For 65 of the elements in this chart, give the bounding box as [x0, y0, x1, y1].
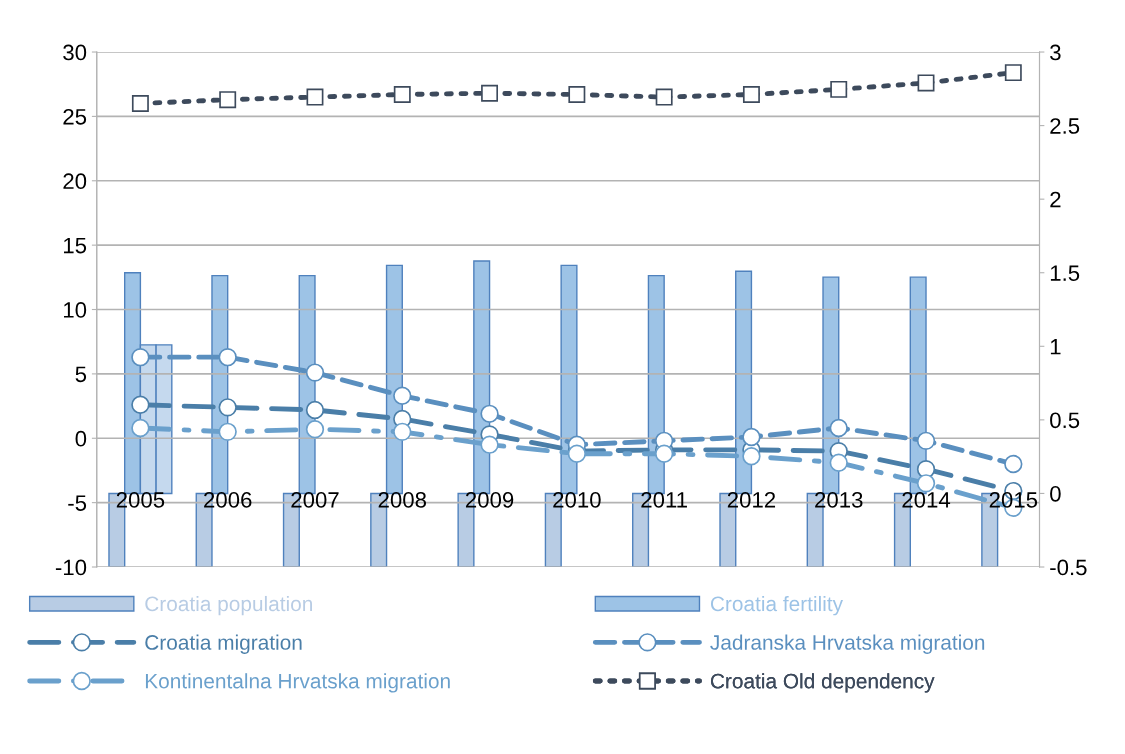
- point: [219, 91, 237, 109]
- y-tick-label: -10: [55, 559, 87, 576]
- point: [829, 453, 848, 472]
- y-tick-label: 20: [63, 173, 87, 190]
- y-tick-label: 30: [63, 44, 87, 61]
- point: [393, 86, 411, 103]
- point: [218, 347, 237, 367]
- point: [830, 80, 848, 98]
- y2-tick-label: 0.5: [1050, 412, 1080, 429]
- y-tick-label: 25: [63, 108, 87, 125]
- point: [655, 88, 673, 106]
- point: [305, 420, 325, 439]
- y-tick-label: 5: [75, 366, 87, 383]
- point: [742, 447, 761, 466]
- y2-tick-label: 2: [1050, 191, 1061, 208]
- point: [742, 86, 760, 103]
- text: Kontinentalna Hrvatska migration: [145, 673, 450, 693]
- y2-tick-label: 1.5: [1050, 265, 1080, 281]
- text: Croatia fertility: [710, 595, 843, 616]
- x-tick-label: 2006: [204, 492, 252, 508]
- point: [916, 431, 936, 451]
- y-tick-label: -5: [68, 495, 87, 511]
- point: [393, 422, 412, 441]
- point: [480, 435, 499, 454]
- point: [131, 95, 149, 112]
- x-tick-label: 2007: [291, 492, 339, 508]
- y2-tick-label: 2.5: [1050, 118, 1080, 134]
- x-tick-label: 2010: [553, 492, 601, 508]
- x-tick-label: 2012: [727, 492, 776, 508]
- y2-tick-label: 1: [1050, 339, 1061, 355]
- x-tick-label: 2013: [815, 492, 863, 508]
- point: [568, 86, 586, 103]
- y2-tick-label: 3: [1050, 44, 1061, 61]
- series-label: Croatia population: [145, 595, 312, 616]
- point: [829, 418, 848, 438]
- point: [218, 398, 237, 417]
- point: [480, 404, 499, 423]
- point: [305, 400, 325, 420]
- point: [305, 363, 325, 382]
- point: [131, 347, 150, 367]
- y2-tick-label: 0: [1050, 485, 1061, 502]
- point: [917, 74, 935, 92]
- text: Croatia Old dependency: [710, 673, 935, 693]
- point: [131, 395, 150, 414]
- point: [1004, 454, 1023, 474]
- x-tick-label: 2011: [641, 492, 687, 508]
- y2-tick-label: -0.5: [1050, 559, 1087, 576]
- point: [393, 386, 412, 405]
- text: Jadranska Hrvatska migration: [710, 634, 985, 654]
- point: [742, 427, 761, 447]
- x-tick-label: 2014: [902, 492, 951, 508]
- y-tick-label: 15: [64, 237, 87, 254]
- point: [1004, 64, 1022, 82]
- point: [916, 474, 936, 493]
- y-tick-label: 0: [75, 430, 87, 447]
- point: [306, 88, 324, 106]
- text: Croatia migration: [145, 634, 302, 654]
- point: [481, 84, 499, 102]
- x-tick-label: 2009: [465, 492, 514, 508]
- point: [131, 418, 150, 438]
- x-tick-label: 2005: [116, 492, 165, 508]
- y-tick-label: 10: [64, 302, 87, 318]
- point: [218, 422, 237, 441]
- x-tick-label: 2008: [378, 492, 427, 508]
- point: [654, 444, 674, 463]
